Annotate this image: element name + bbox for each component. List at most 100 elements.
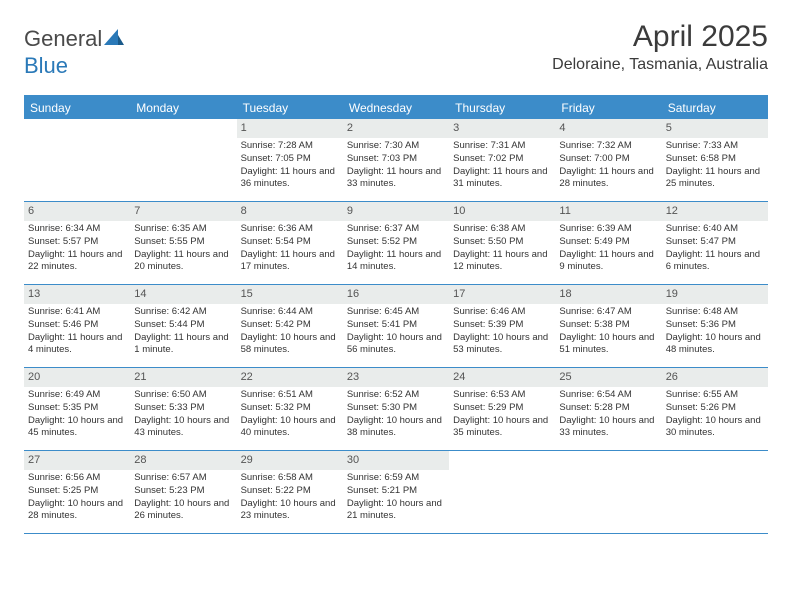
sunrise-line: Sunrise: 6:54 AM [559,389,657,402]
day-number: 20 [24,368,130,387]
sunrise-line: Sunrise: 6:59 AM [347,472,445,485]
sunset-line: Sunset: 5:33 PM [134,402,232,415]
sunset-line: Sunset: 5:57 PM [28,236,126,249]
sunset-line: Sunset: 5:32 PM [241,402,339,415]
month-title: April 2025 [552,20,768,54]
sunset-line: Sunset: 5:28 PM [559,402,657,415]
day-number: 9 [343,202,449,221]
sunset-line: Sunset: 7:03 PM [347,153,445,166]
sunset-line: Sunset: 5:21 PM [347,485,445,498]
daylight-line: Daylight: 10 hours and 28 minutes. [28,498,126,524]
sunrise-line: Sunrise: 6:45 AM [347,306,445,319]
sunrise-line: Sunrise: 7:30 AM [347,140,445,153]
day-body: Sunrise: 6:56 AMSunset: 5:25 PMDaylight:… [24,470,130,527]
day-number: 30 [343,451,449,470]
day-cell: 5Sunrise: 7:33 AMSunset: 6:58 PMDaylight… [662,119,768,201]
day-cell: 6Sunrise: 6:34 AMSunset: 5:57 PMDaylight… [24,202,130,284]
day-cell: 26Sunrise: 6:55 AMSunset: 5:26 PMDayligh… [662,368,768,450]
brand-text: GeneralBlue [24,26,124,79]
day-cell: 27Sunrise: 6:56 AMSunset: 5:25 PMDayligh… [24,451,130,533]
sunrise-line: Sunrise: 7:31 AM [453,140,551,153]
day-cell: 10Sunrise: 6:38 AMSunset: 5:50 PMDayligh… [449,202,555,284]
day-body: Sunrise: 6:47 AMSunset: 5:38 PMDaylight:… [555,304,661,361]
sunset-line: Sunset: 5:29 PM [453,402,551,415]
day-cell: 23Sunrise: 6:52 AMSunset: 5:30 PMDayligh… [343,368,449,450]
day-cell: 18Sunrise: 6:47 AMSunset: 5:38 PMDayligh… [555,285,661,367]
day-number: 17 [449,285,555,304]
day-number: 8 [237,202,343,221]
day-body: Sunrise: 6:35 AMSunset: 5:55 PMDaylight:… [130,221,236,278]
day-number: 1 [237,119,343,138]
sail-icon [104,27,124,53]
day-body: Sunrise: 7:32 AMSunset: 7:00 PMDaylight:… [555,138,661,195]
day-body: Sunrise: 6:44 AMSunset: 5:42 PMDaylight:… [237,304,343,361]
daylight-line: Daylight: 11 hours and 25 minutes. [666,166,764,192]
day-body: Sunrise: 6:53 AMSunset: 5:29 PMDaylight:… [449,387,555,444]
sunrise-line: Sunrise: 6:49 AM [28,389,126,402]
sunset-line: Sunset: 5:41 PM [347,319,445,332]
sunrise-line: Sunrise: 6:58 AM [241,472,339,485]
day-number: 27 [24,451,130,470]
location-line: Deloraine, Tasmania, Australia [552,56,768,74]
daylight-line: Daylight: 10 hours and 30 minutes. [666,415,764,441]
daylight-line: Daylight: 10 hours and 23 minutes. [241,498,339,524]
day-body: Sunrise: 6:58 AMSunset: 5:22 PMDaylight:… [237,470,343,527]
day-cell [662,451,768,533]
day-header-tuesday: Tuesday [237,97,343,119]
day-cell: 8Sunrise: 6:36 AMSunset: 5:54 PMDaylight… [237,202,343,284]
day-header-wednesday: Wednesday [343,97,449,119]
week-row: 1Sunrise: 7:28 AMSunset: 7:05 PMDaylight… [24,119,768,202]
day-body: Sunrise: 6:34 AMSunset: 5:57 PMDaylight:… [24,221,130,278]
daylight-line: Daylight: 10 hours and 56 minutes. [347,332,445,358]
day-number: 11 [555,202,661,221]
day-number: 24 [449,368,555,387]
day-number: 29 [237,451,343,470]
day-body: Sunrise: 6:42 AMSunset: 5:44 PMDaylight:… [130,304,236,361]
sunrise-line: Sunrise: 7:33 AM [666,140,764,153]
sunrise-line: Sunrise: 7:28 AM [241,140,339,153]
day-number: 7 [130,202,236,221]
day-number: 19 [662,285,768,304]
brand-left: General [24,26,102,51]
day-cell [555,451,661,533]
day-cell: 9Sunrise: 6:37 AMSunset: 5:52 PMDaylight… [343,202,449,284]
daylight-line: Daylight: 11 hours and 9 minutes. [559,249,657,275]
day-number: 18 [555,285,661,304]
daylight-line: Daylight: 10 hours and 45 minutes. [28,415,126,441]
day-body: Sunrise: 6:46 AMSunset: 5:39 PMDaylight:… [449,304,555,361]
sunrise-line: Sunrise: 6:56 AM [28,472,126,485]
sunset-line: Sunset: 5:52 PM [347,236,445,249]
week-row: 6Sunrise: 6:34 AMSunset: 5:57 PMDaylight… [24,202,768,285]
sunrise-line: Sunrise: 6:51 AM [241,389,339,402]
day-number: 15 [237,285,343,304]
sunset-line: Sunset: 5:50 PM [453,236,551,249]
sunrise-line: Sunrise: 6:34 AM [28,223,126,236]
day-body: Sunrise: 6:48 AMSunset: 5:36 PMDaylight:… [662,304,768,361]
daylight-line: Daylight: 11 hours and 4 minutes. [28,332,126,358]
week-row: 20Sunrise: 6:49 AMSunset: 5:35 PMDayligh… [24,368,768,451]
day-number: 10 [449,202,555,221]
daylight-line: Daylight: 10 hours and 35 minutes. [453,415,551,441]
day-number: 23 [343,368,449,387]
sunset-line: Sunset: 6:58 PM [666,153,764,166]
sunrise-line: Sunrise: 6:57 AM [134,472,232,485]
sunset-line: Sunset: 5:30 PM [347,402,445,415]
daylight-line: Daylight: 10 hours and 33 minutes. [559,415,657,441]
daylight-line: Daylight: 10 hours and 48 minutes. [666,332,764,358]
sunset-line: Sunset: 5:39 PM [453,319,551,332]
daylight-line: Daylight: 11 hours and 1 minute. [134,332,232,358]
daylight-line: Daylight: 10 hours and 21 minutes. [347,498,445,524]
sunrise-line: Sunrise: 6:35 AM [134,223,232,236]
sunrise-line: Sunrise: 6:48 AM [666,306,764,319]
day-header-friday: Friday [555,97,661,119]
page: GeneralBlue April 2025 Deloraine, Tasman… [0,0,792,554]
day-body: Sunrise: 6:45 AMSunset: 5:41 PMDaylight:… [343,304,449,361]
day-number: 3 [449,119,555,138]
day-header-thursday: Thursday [449,97,555,119]
sunset-line: Sunset: 7:02 PM [453,153,551,166]
sunset-line: Sunset: 5:47 PM [666,236,764,249]
day-body: Sunrise: 6:41 AMSunset: 5:46 PMDaylight:… [24,304,130,361]
day-body: Sunrise: 7:28 AMSunset: 7:05 PMDaylight:… [237,138,343,195]
day-cell: 14Sunrise: 6:42 AMSunset: 5:44 PMDayligh… [130,285,236,367]
sunrise-line: Sunrise: 6:55 AM [666,389,764,402]
